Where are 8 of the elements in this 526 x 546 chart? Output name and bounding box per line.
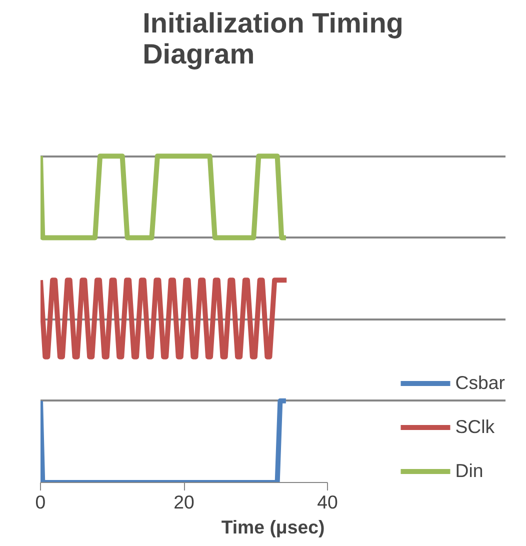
x-tick-label: 20 [174, 492, 194, 512]
legend-label: SClk [455, 416, 495, 438]
chart-title: Initialization Timing Diagram [142, 8, 404, 70]
x-tick-label: 0 [35, 492, 46, 512]
x-tick-label: 40 [317, 492, 338, 512]
legend-label: Csbar [455, 372, 505, 394]
x-axis-title: Time (μsec) [221, 516, 325, 538]
legend-label: Din [455, 460, 484, 482]
